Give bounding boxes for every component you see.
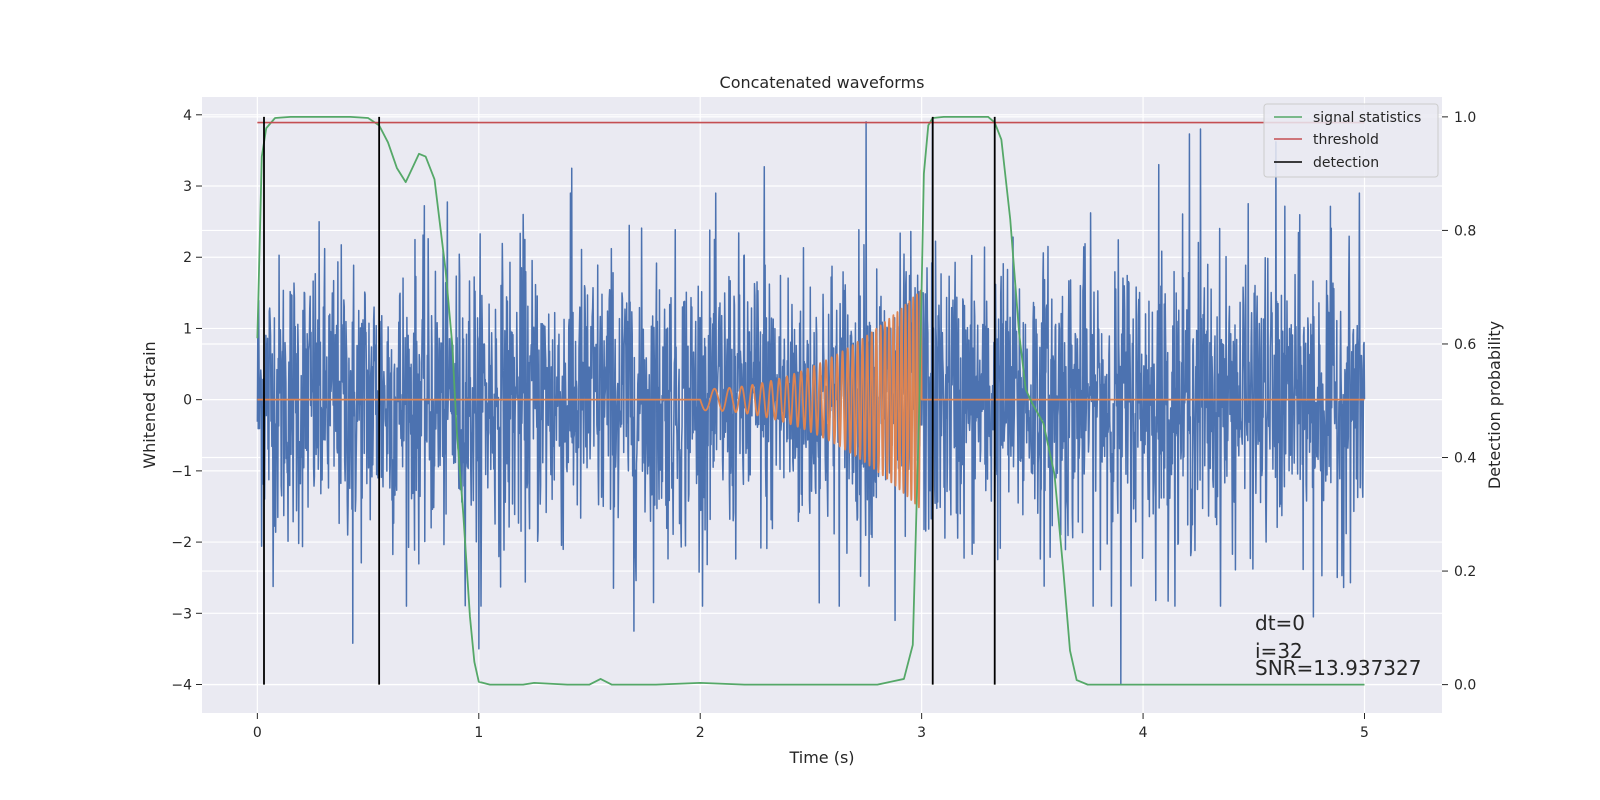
template-series <box>257 289 1365 509</box>
annotation-index: i=32 <box>1255 639 1303 663</box>
y2-tick-label: 0.8 <box>1454 223 1476 239</box>
y-tick-label: 3 <box>183 179 192 195</box>
data-layer <box>256 115 1366 686</box>
y-tick-label: 0 <box>183 393 192 409</box>
y-tick-label: −1 <box>171 464 192 480</box>
strain-series <box>256 121 1366 686</box>
y-tick-label: 4 <box>183 108 192 124</box>
x-tick-label: 4 <box>1139 725 1148 741</box>
signal-statistics-series <box>256 115 1365 686</box>
x-tick-label: 1 <box>474 725 483 741</box>
annotation-dt: dt=0 <box>1255 611 1305 635</box>
x-tick-label: 5 <box>1360 725 1369 741</box>
legend-box <box>1263 103 1439 178</box>
chart-title: Concatenated waveforms <box>720 73 925 92</box>
x-tick-label: 2 <box>696 725 705 741</box>
y2-tick-label: 1.0 <box>1454 110 1476 126</box>
x-tick-label: 0 <box>253 725 262 741</box>
legend-label-signal-statistics: signal statistics <box>1313 110 1421 126</box>
y2-tick-label: 0.4 <box>1454 451 1476 467</box>
legend: signal statistics threshold detection <box>1263 103 1439 178</box>
legend-label-detection: detection <box>1313 155 1379 171</box>
y-tick-label: 2 <box>183 250 192 266</box>
x-tick-label: 3 <box>917 725 926 741</box>
y2-tick-label: 0.0 <box>1454 678 1476 694</box>
ticks-layer: 0 1 2 3 4 5 4 3 2 1 0 −1 −2 −3 −4 1.0 0.8 0.6 0.4 0.2 0.0 <box>171 108 1476 741</box>
annotation-block: dt=0 i=32 SNR=13.937327 <box>1255 611 1421 680</box>
y2-axis-label: Detection probability <box>1485 321 1504 489</box>
y-tick-label: −4 <box>171 678 192 694</box>
y2-tick-label: 0.6 <box>1454 337 1476 353</box>
x-axis-label: Time (s) <box>788 748 854 767</box>
annotation-snr: SNR=13.937327 <box>1255 656 1421 680</box>
y-axis-label: Whitened strain <box>140 341 159 468</box>
y-tick-label: 1 <box>183 321 192 337</box>
y-tick-label: −3 <box>171 606 192 622</box>
y-tick-label: −2 <box>171 535 192 551</box>
y2-tick-label: 0.2 <box>1454 564 1476 580</box>
legend-label-threshold: threshold <box>1313 132 1379 148</box>
